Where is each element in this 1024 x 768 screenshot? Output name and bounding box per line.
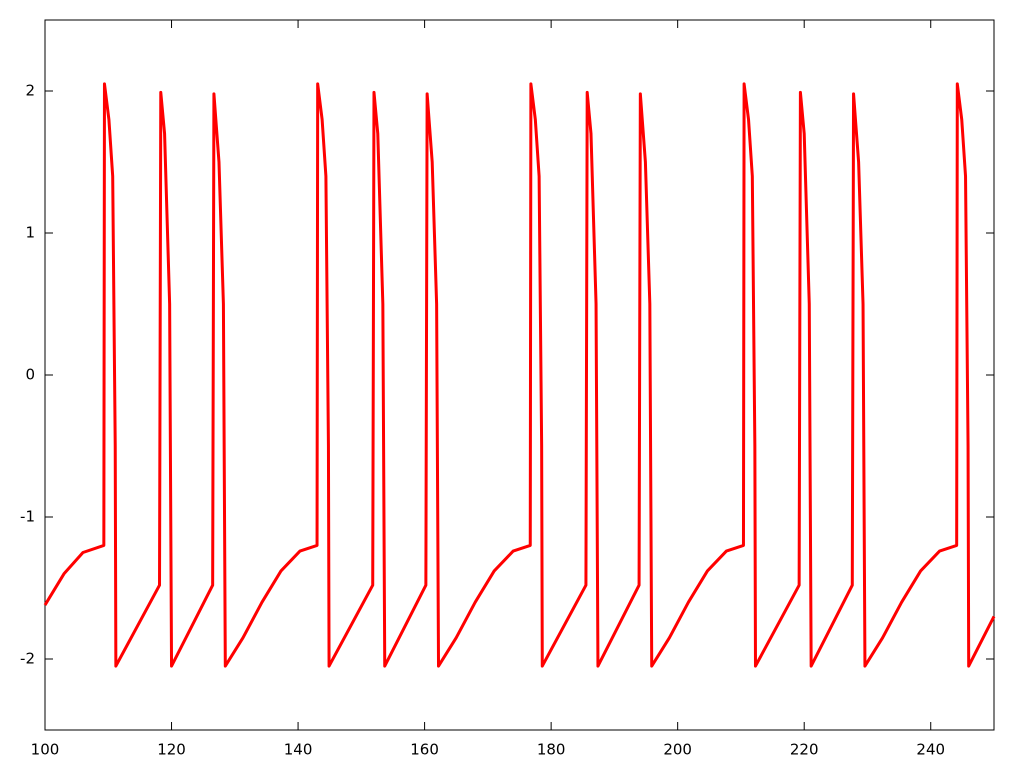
y-tick-label: 2	[25, 82, 35, 100]
x-tick-label: 120	[157, 741, 186, 759]
x-tick-label: 160	[410, 741, 439, 759]
x-tick-label: 100	[31, 741, 60, 759]
y-tick-label: -2	[20, 650, 35, 668]
x-tick-label: 180	[537, 741, 566, 759]
series-line	[43, 82, 996, 668]
y-tick-label: 1	[25, 224, 35, 242]
y-tick-label: 0	[25, 366, 35, 384]
x-tick-label: 200	[663, 741, 692, 759]
x-tick-label: 220	[790, 741, 819, 759]
y-tick-label: -1	[20, 508, 35, 526]
x-tick-label: 240	[916, 741, 945, 759]
x-tick-label: 140	[284, 741, 313, 759]
